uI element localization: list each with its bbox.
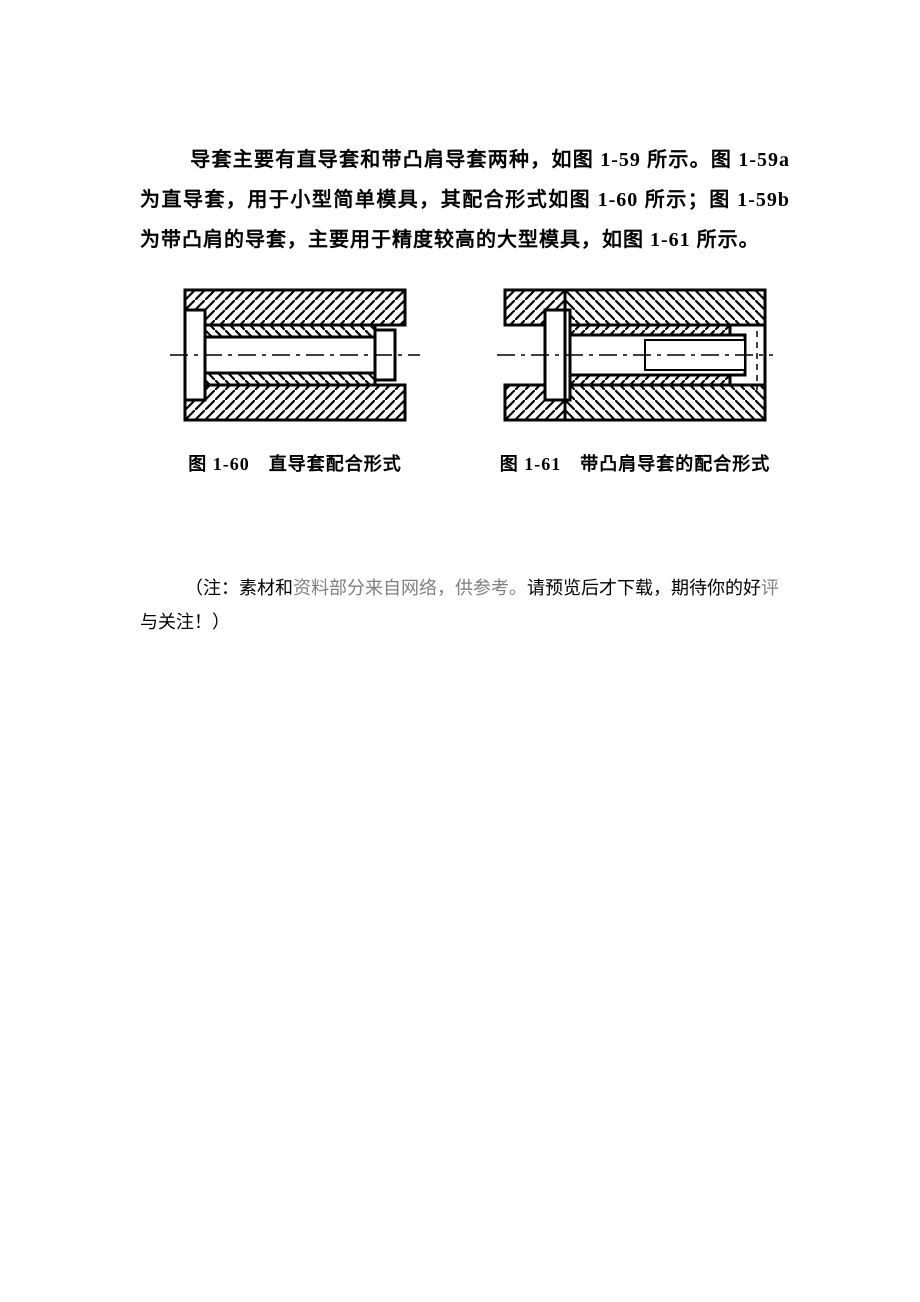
figure-1-60-diagram — [165, 280, 425, 430]
figures-row: 图 1-60 直导套配合形式 — [140, 280, 790, 476]
note-gray2: 评 — [761, 578, 779, 598]
note-tail: 与关注！） — [140, 612, 230, 632]
figure-1-61-diagram — [495, 280, 775, 430]
note-part1: （注：素材和 — [185, 578, 293, 598]
note-black2: 后才下载，期待你的好 — [581, 578, 761, 598]
note-mid: 请预览 — [527, 578, 581, 598]
document-page: 导套主要有直导套和带凸肩导套两种，如图 1-59 所示。图 1-59a 为直导套… — [0, 0, 920, 639]
paragraph-text: 导套主要有直导套和带凸肩导套两种，如图 1-59 所示。图 1-59a 为直导套… — [140, 149, 790, 251]
figure-right-caption: 图 1-61 带凸肩导套的配合形式 — [480, 450, 790, 476]
figure-left-caption: 图 1-60 直导套配合形式 — [140, 450, 450, 476]
note-gray1: 资料部分来自网络，供参考。 — [293, 578, 527, 598]
figure-right-block: 图 1-61 带凸肩导套的配合形式 — [480, 280, 790, 476]
footnote: （注：素材和资料部分来自网络，供参考。请预览后才下载，期待你的好评与关注！） — [140, 571, 790, 639]
body-paragraph: 导套主要有直导套和带凸肩导套两种，如图 1-59 所示。图 1-59a 为直导套… — [140, 140, 790, 260]
figure-left-block: 图 1-60 直导套配合形式 — [140, 280, 450, 476]
